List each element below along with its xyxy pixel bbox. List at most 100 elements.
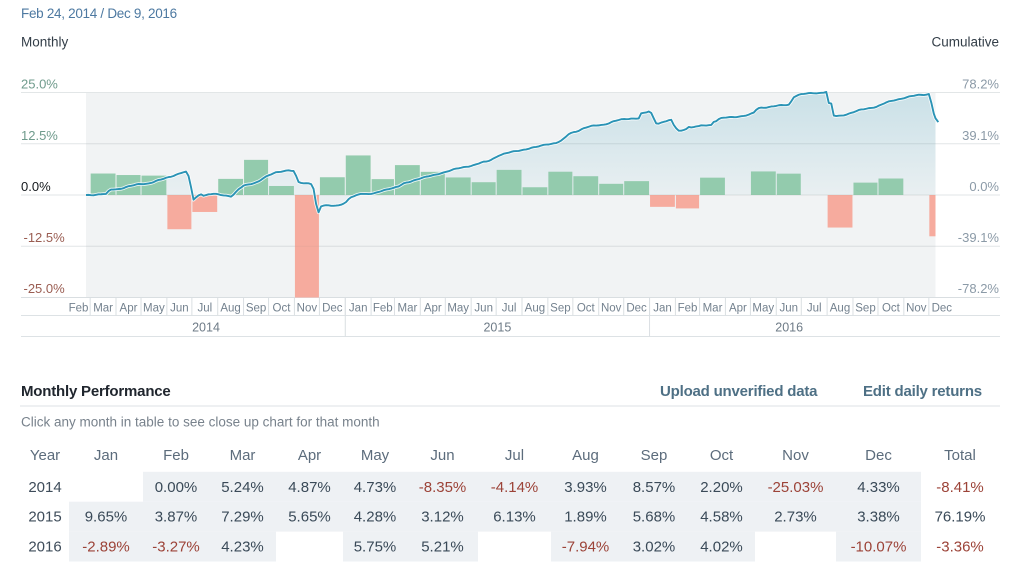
svg-text:Aug: Aug [572, 447, 599, 464]
svg-text:Apr: Apr [298, 447, 321, 464]
svg-text:Mar: Mar [93, 303, 113, 315]
svg-text:2016: 2016 [28, 539, 61, 556]
svg-text:Cumulative: Cumulative [931, 35, 999, 50]
svg-text:5.21%: 5.21% [421, 539, 464, 556]
svg-text:May: May [752, 303, 774, 315]
svg-text:8.57%: 8.57% [633, 479, 676, 496]
svg-text:-8.35%: -8.35% [419, 479, 467, 496]
svg-text:39.1%: 39.1% [962, 128, 999, 143]
svg-text:0.0%: 0.0% [21, 179, 51, 194]
svg-text:4.87%: 4.87% [288, 479, 331, 496]
svg-text:Monthly Performance: Monthly Performance [21, 383, 171, 400]
svg-text:76.19%: 76.19% [935, 509, 986, 526]
svg-text:2015: 2015 [28, 509, 61, 526]
svg-text:Aug: Aug [830, 303, 850, 315]
svg-text:Monthly: Monthly [21, 35, 69, 50]
svg-text:Jan: Jan [94, 447, 118, 464]
svg-text:25.0%: 25.0% [21, 77, 58, 92]
svg-text:Jul: Jul [505, 447, 524, 464]
svg-text:Upload unverified data: Upload unverified data [660, 383, 818, 400]
svg-text:Sep: Sep [550, 303, 570, 315]
svg-text:Jun: Jun [780, 303, 799, 315]
svg-text:Jul: Jul [807, 303, 822, 315]
svg-text:Year: Year [30, 447, 60, 464]
svg-text:5.65%: 5.65% [288, 509, 331, 526]
svg-text:Total: Total [944, 447, 976, 464]
svg-text:Oct: Oct [577, 303, 596, 315]
svg-text:3.87%: 3.87% [155, 509, 198, 526]
svg-text:Mar: Mar [397, 303, 417, 315]
svg-text:4.28%: 4.28% [354, 509, 397, 526]
svg-text:Edit daily returns: Edit daily returns [863, 383, 982, 400]
svg-text:Jan: Jan [653, 303, 672, 315]
svg-text:Jul: Jul [197, 303, 212, 315]
svg-text:Nov: Nov [782, 447, 809, 464]
svg-text:7.29%: 7.29% [221, 509, 264, 526]
svg-text:Feb: Feb [163, 447, 189, 464]
svg-text:Aug: Aug [220, 303, 240, 315]
svg-text:-39.1%: -39.1% [958, 230, 1000, 245]
svg-text:Feb: Feb [373, 303, 393, 315]
svg-text:1.89%: 1.89% [564, 509, 607, 526]
svg-text:Jun: Jun [170, 303, 189, 315]
svg-text:Apr: Apr [729, 303, 747, 315]
svg-text:Nov: Nov [297, 303, 318, 315]
svg-text:May: May [361, 447, 390, 464]
svg-text:-4.14%: -4.14% [491, 479, 539, 496]
svg-text:3.02%: 3.02% [633, 539, 676, 556]
svg-text:6.13%: 6.13% [493, 509, 536, 526]
svg-text:Feb 24, 2014 / Dec 9, 2016: Feb 24, 2014 / Dec 9, 2016 [21, 6, 177, 21]
svg-text:Jul: Jul [502, 303, 517, 315]
svg-text:3.38%: 3.38% [857, 509, 900, 526]
svg-text:Feb: Feb [69, 303, 89, 315]
svg-text:5.68%: 5.68% [633, 509, 676, 526]
svg-text:May: May [143, 303, 165, 315]
svg-text:Jan: Jan [349, 303, 368, 315]
svg-text:4.73%: 4.73% [354, 479, 397, 496]
svg-text:Dec: Dec [322, 303, 343, 315]
svg-text:Sep: Sep [246, 303, 266, 315]
svg-text:Jun: Jun [430, 447, 454, 464]
svg-text:Apr: Apr [120, 303, 138, 315]
svg-text:-2.89%: -2.89% [82, 539, 130, 556]
svg-text:2014: 2014 [28, 479, 61, 496]
svg-text:2016: 2016 [775, 321, 803, 335]
svg-text:9.65%: 9.65% [85, 509, 128, 526]
svg-text:2.20%: 2.20% [700, 479, 743, 496]
svg-text:Click any month in table to se: Click any month in table to see close up… [21, 415, 380, 430]
svg-text:4.33%: 4.33% [857, 479, 900, 496]
svg-text:78.2%: 78.2% [962, 77, 999, 92]
svg-text:Jun: Jun [474, 303, 493, 315]
svg-text:-3.27%: -3.27% [152, 539, 200, 556]
svg-text:5.24%: 5.24% [221, 479, 264, 496]
svg-text:3.12%: 3.12% [421, 509, 464, 526]
svg-text:Sep: Sep [641, 447, 668, 464]
svg-text:0.0%: 0.0% [969, 179, 999, 194]
svg-text:2014: 2014 [192, 321, 220, 335]
svg-text:-8.41%: -8.41% [936, 479, 984, 496]
svg-text:Feb: Feb [678, 303, 698, 315]
svg-text:Mar: Mar [703, 303, 723, 315]
svg-text:-3.36%: -3.36% [936, 539, 984, 556]
svg-text:-12.5%: -12.5% [24, 230, 66, 245]
svg-text:-78.2%: -78.2% [958, 281, 1000, 296]
svg-text:Oct: Oct [273, 303, 292, 315]
svg-text:5.75%: 5.75% [354, 539, 397, 556]
svg-text:Nov: Nov [906, 303, 927, 315]
svg-text:Dec: Dec [932, 303, 953, 315]
svg-text:4.58%: 4.58% [700, 509, 743, 526]
svg-text:May: May [447, 303, 469, 315]
svg-text:-25.0%: -25.0% [24, 281, 66, 296]
svg-text:4.23%: 4.23% [221, 539, 264, 556]
svg-text:-10.07%: -10.07% [851, 539, 907, 556]
svg-text:2.73%: 2.73% [774, 509, 817, 526]
svg-text:Mar: Mar [230, 447, 256, 464]
svg-text:Apr: Apr [424, 303, 442, 315]
svg-text:2015: 2015 [483, 321, 511, 335]
svg-text:Oct: Oct [882, 303, 901, 315]
svg-text:Dec: Dec [626, 303, 647, 315]
svg-text:Sep: Sep [855, 303, 875, 315]
svg-text:Dec: Dec [865, 447, 892, 464]
svg-text:-25.03%: -25.03% [768, 479, 824, 496]
svg-text:-7.94%: -7.94% [562, 539, 610, 556]
